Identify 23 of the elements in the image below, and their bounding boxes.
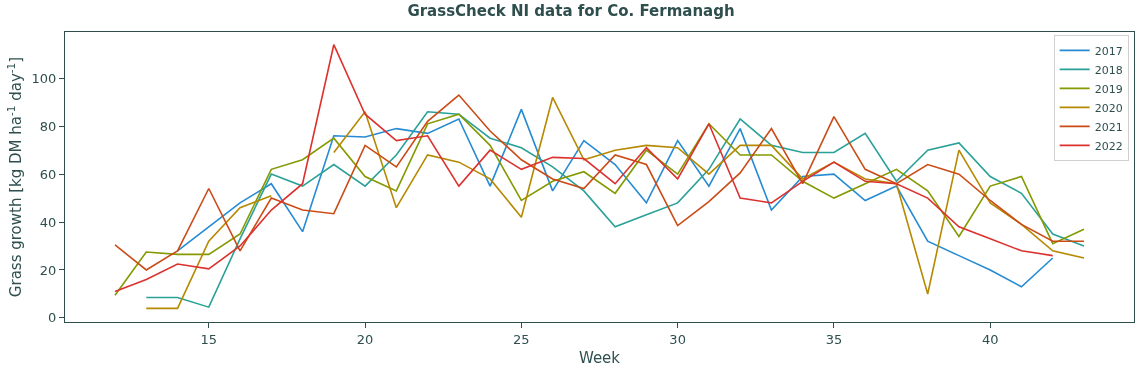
x-tick-label: 30 xyxy=(669,331,686,347)
line-series xyxy=(114,43,1054,293)
legend-label: 2019 xyxy=(1094,82,1123,96)
y-tick-label: 100 xyxy=(31,70,57,86)
y-tick-label: 60 xyxy=(39,166,57,182)
legend-label: 2022 xyxy=(1094,139,1123,153)
legend-label: 2021 xyxy=(1094,120,1123,134)
x-tick-label: 35 xyxy=(825,331,843,347)
x-axis-title: Week xyxy=(578,348,621,367)
legend-label: 2017 xyxy=(1094,44,1123,58)
x-tick-label: 40 xyxy=(981,331,999,347)
y-tick-label: 20 xyxy=(39,262,57,278)
y-tick-label: 40 xyxy=(39,214,57,230)
legend-label: 2020 xyxy=(1094,101,1123,115)
legend-label: 2018 xyxy=(1094,63,1123,77)
line-series xyxy=(114,94,1085,271)
line-series xyxy=(176,108,1054,288)
y-tick-label: 0 xyxy=(48,310,57,326)
x-tick-label: 25 xyxy=(513,331,530,347)
x-tick-label: 15 xyxy=(200,331,218,347)
chart-title: GrassCheck NI data for Co. Fermanagh xyxy=(407,2,735,21)
y-tick-label: 80 xyxy=(39,118,57,134)
x-tick-label: 20 xyxy=(356,331,374,347)
